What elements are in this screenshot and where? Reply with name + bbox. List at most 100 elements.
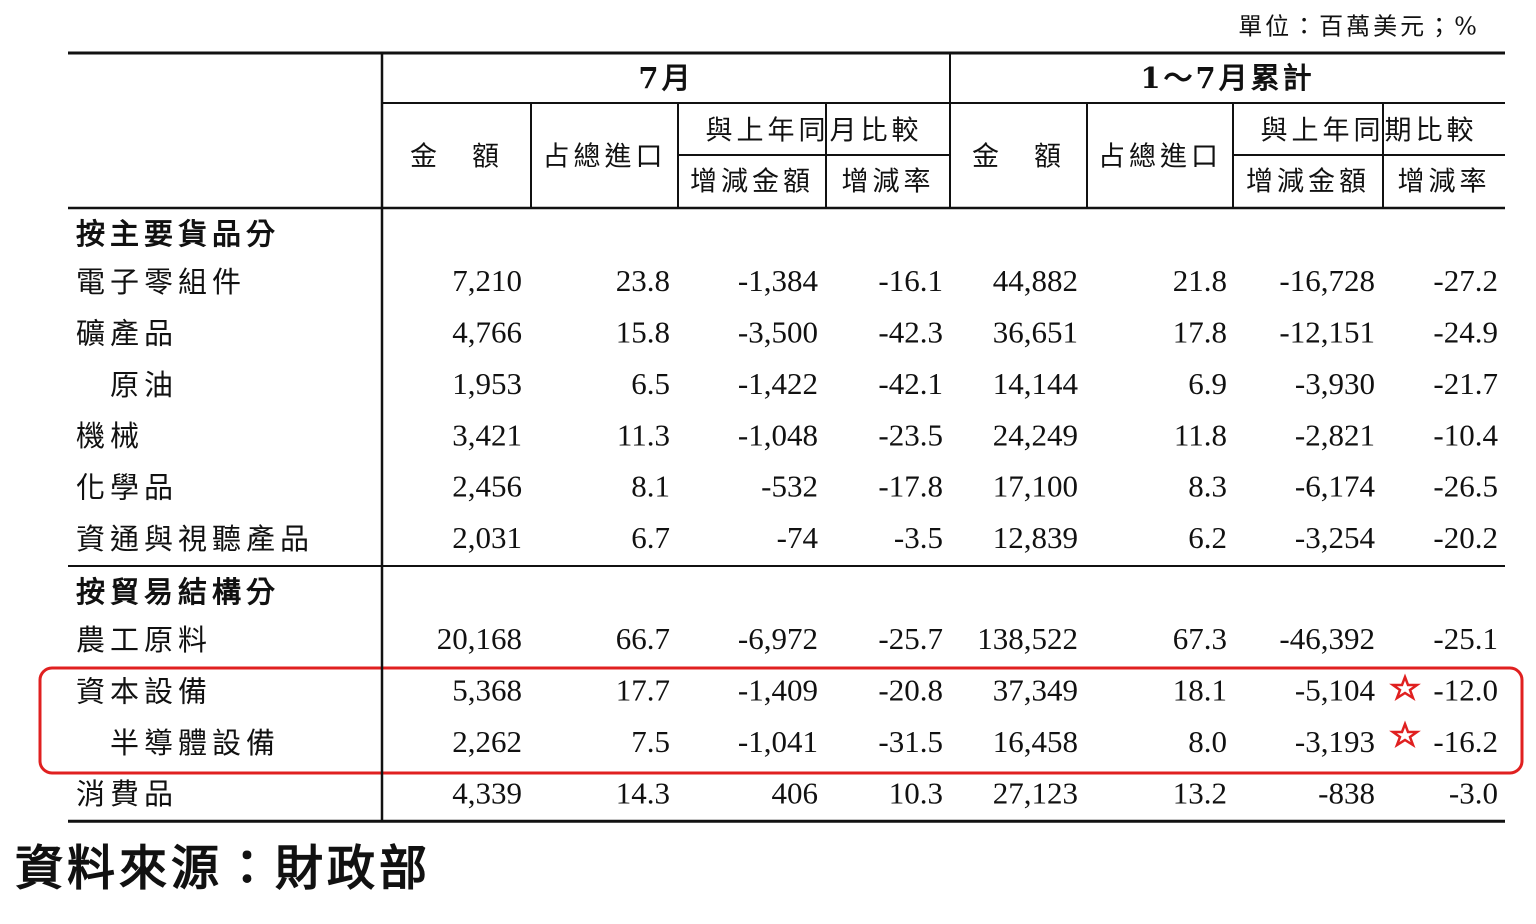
cell-value: -3,930	[1295, 366, 1375, 401]
column-header: 增減率	[842, 167, 935, 198]
source-note: 資料來源：財政部	[15, 841, 431, 897]
cell-value: -3,193	[1295, 724, 1375, 759]
cell-value: -16.1	[878, 263, 943, 298]
cell-value: -20.2	[1433, 520, 1498, 555]
comparison-header: 與上年同期比較	[1261, 116, 1478, 147]
cell-value: -3,254	[1295, 520, 1376, 555]
cell-value: 27,123	[993, 775, 1078, 810]
row-label: 消費品	[76, 777, 178, 811]
cell-value: -1,048	[738, 417, 818, 452]
cell-value: 18.1	[1173, 673, 1227, 708]
row-label: 農工原料	[76, 623, 212, 657]
star-icon	[1389, 720, 1421, 749]
cell-value: 67.3	[1173, 621, 1227, 656]
cell-value: 8.1	[631, 469, 670, 504]
cell-value: -25.1	[1433, 621, 1498, 656]
cell-value: 10.3	[889, 775, 943, 810]
cell-value: 2,031	[452, 520, 522, 555]
cell-value: 20,168	[437, 621, 522, 656]
cell-value: -17.8	[878, 469, 943, 504]
column-header: 增減率	[1398, 167, 1491, 198]
cell-value: 7,210	[452, 263, 522, 298]
cell-value: -42.1	[878, 366, 943, 401]
cell-value: 1,953	[452, 366, 522, 401]
cell-value: -838	[1318, 775, 1375, 810]
cell-value: 14,144	[993, 366, 1079, 401]
cell-value: -532	[761, 469, 818, 504]
cell-value: -1,422	[738, 366, 818, 401]
column-header: 占總進口	[1098, 142, 1222, 173]
cell-value: -46,392	[1279, 621, 1375, 656]
cell-value: -6,174	[1295, 469, 1376, 504]
row-label: 資本設備	[76, 674, 212, 708]
column-header: 金 額	[410, 142, 503, 173]
cell-value: 2,262	[452, 724, 522, 759]
comparison-header: 與上年同月比較	[706, 116, 923, 147]
column-header: 金 額	[972, 142, 1065, 173]
cell-value: 7.5	[631, 724, 670, 759]
section-title: 按主要貨品分	[76, 217, 280, 251]
column-header: 增減金額	[1246, 167, 1370, 198]
cell-value: 6.2	[1188, 520, 1227, 555]
cell-value: 11.8	[1174, 417, 1227, 452]
section-title: 按貿易結構分	[76, 575, 280, 609]
cell-value: 138,522	[977, 621, 1078, 656]
cell-value: 3,421	[452, 417, 522, 452]
row-label: 礦產品	[76, 316, 178, 350]
cell-value: 23.8	[616, 263, 670, 298]
cell-value: 6.9	[1188, 366, 1227, 401]
cell-value: -25.7	[878, 621, 943, 656]
cell-value: 17.8	[1173, 315, 1227, 350]
cell-value: 6.5	[631, 366, 670, 401]
cell-value: 11.3	[617, 417, 670, 452]
cell-value: -24.9	[1433, 315, 1498, 350]
cell-value: 36,651	[993, 315, 1078, 350]
row-label: 原油	[110, 368, 178, 402]
row-label: 化學品	[76, 471, 178, 505]
cell-value: -6,972	[738, 621, 818, 656]
cell-value: 21.8	[1173, 263, 1227, 298]
cell-value: -2,821	[1295, 417, 1375, 452]
column-header: 增減金額	[690, 167, 814, 198]
cell-value: -26.5	[1433, 469, 1498, 504]
cell-value: 2,456	[452, 469, 522, 504]
column-header: 占總進口	[543, 142, 667, 173]
cell-value: 37,349	[993, 673, 1078, 708]
group-header: 7月	[638, 61, 693, 95]
highlight-box	[38, 666, 1524, 775]
cell-value: 13.2	[1173, 775, 1227, 810]
star-icon	[1389, 673, 1421, 702]
cell-value: -16,728	[1279, 263, 1375, 298]
row-label: 資通與視聽產品	[76, 522, 314, 556]
cell-value: 5,368	[452, 673, 522, 708]
row-label: 電子零組件	[76, 265, 246, 299]
cell-value: -3.5	[894, 520, 943, 555]
cell-value: 8.0	[1188, 724, 1227, 759]
cell-value: -10.4	[1433, 417, 1498, 452]
cell-value: 24,249	[993, 417, 1078, 452]
cell-value: -3,500	[738, 315, 818, 350]
cell-value: 6.7	[631, 520, 670, 555]
cell-value: -3.0	[1449, 775, 1498, 810]
row-label: 半導體設備	[110, 726, 280, 760]
cell-value: -16.2	[1433, 724, 1498, 759]
cell-value: 4,339	[452, 775, 522, 810]
cell-value: 406	[772, 775, 819, 810]
row-label: 機械	[76, 419, 144, 453]
cell-value: -31.5	[878, 724, 943, 759]
cell-value: 66.7	[616, 621, 670, 656]
cell-value: -1,384	[738, 263, 819, 298]
cell-value: -20.8	[878, 673, 943, 708]
cell-value: -5,104	[1295, 673, 1376, 708]
unit-note: 單位：百萬美元；%	[1238, 13, 1480, 41]
group-header: 1～7月累計	[1140, 61, 1314, 95]
cell-value: 12,839	[993, 520, 1078, 555]
cell-value: -21.7	[1433, 366, 1498, 401]
cell-value: -1,041	[738, 724, 818, 759]
cell-value: 17,100	[993, 469, 1078, 504]
cell-value: -74	[777, 520, 819, 555]
cell-value: -12,151	[1279, 315, 1375, 350]
cell-value: 14.3	[616, 775, 670, 810]
